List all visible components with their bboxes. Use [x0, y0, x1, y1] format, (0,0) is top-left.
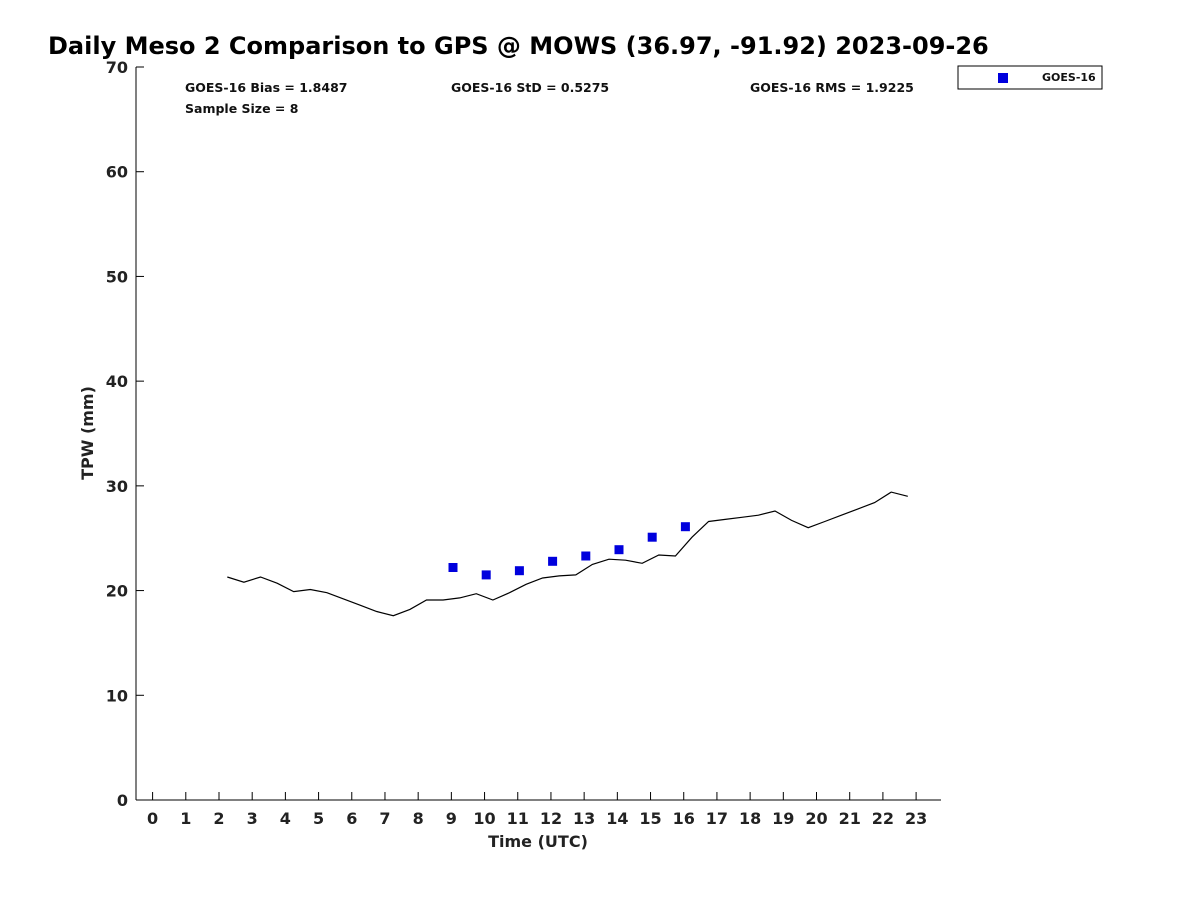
x-tick-label: 10 [473, 809, 495, 828]
x-tick-label: 12 [540, 809, 562, 828]
stat-rms: GOES-16 RMS = 1.9225 [750, 80, 914, 95]
x-tick-label: 23 [905, 809, 927, 828]
x-tick-label: 16 [673, 809, 695, 828]
goes16-point [614, 545, 624, 555]
x-tick-label: 3 [247, 809, 258, 828]
stat-std: GOES-16 StD = 0.5275 [451, 80, 609, 95]
x-tick-label: 8 [413, 809, 424, 828]
goes16-point [548, 556, 558, 566]
goes16-point [680, 522, 690, 532]
legend-label-goes16: GOES-16 [1042, 71, 1096, 84]
x-tick-label: 11 [507, 809, 529, 828]
y-ticks: 0 10 20 30 40 50 60 70 [106, 58, 144, 810]
y-tick-label: 60 [106, 163, 128, 182]
legend-box [957, 65, 1103, 90]
y-tick-label: 70 [106, 58, 128, 77]
x-tick-label: 14 [606, 809, 628, 828]
y-tick-label: 10 [106, 686, 128, 705]
series-layer [227, 491, 908, 617]
x-tick-label: 22 [872, 809, 894, 828]
x-tick-label: 20 [805, 809, 827, 828]
chart-title: Daily Meso 2 Comparison to GPS @ MOWS (3… [48, 32, 989, 60]
x-tick-label: 7 [379, 809, 390, 828]
gps-tpw-line [227, 491, 908, 617]
y-tick-label: 40 [106, 372, 128, 391]
legend: GOES-16 [957, 65, 1103, 90]
x-tick-label: 5 [313, 809, 324, 828]
goes16-point [481, 570, 491, 580]
y-axis-label: TPW (mm) [78, 386, 97, 480]
goes16-point [647, 532, 657, 542]
x-tick-label: 21 [839, 809, 861, 828]
x-tick-label: 15 [639, 809, 661, 828]
x-tick-label: 4 [280, 809, 291, 828]
x-tick-label: 0 [147, 809, 158, 828]
y-tick-label: 30 [106, 477, 128, 496]
goes16-point [581, 551, 591, 561]
goes16-point [514, 566, 524, 576]
x-tick-label: 2 [213, 809, 224, 828]
x-tick-label: 13 [573, 809, 595, 828]
x-tick-label: 6 [346, 809, 357, 828]
stat-bias: GOES-16 Bias = 1.8487 [185, 80, 347, 95]
goes16-point [448, 563, 458, 572]
y-tick-label: 20 [106, 582, 128, 601]
x-tick-label: 19 [772, 809, 794, 828]
x-tick-label: 18 [739, 809, 761, 828]
y-tick-label: 50 [106, 267, 128, 286]
x-tick-label: 9 [446, 809, 457, 828]
x-tick-label: 1 [180, 809, 191, 828]
x-axis-label: Time (UTC) [488, 832, 588, 851]
legend-marker-goes16 [998, 73, 1008, 83]
x-ticks: 0 1 2 3 4 5 6 7 8 9 10 11 12 13 14 15 16 17 18 19 20 21 22 23 [147, 792, 927, 828]
y-tick-label: 0 [117, 791, 128, 810]
stat-sample-size: Sample Size = 8 [185, 101, 298, 116]
x-tick-label: 17 [706, 809, 728, 828]
